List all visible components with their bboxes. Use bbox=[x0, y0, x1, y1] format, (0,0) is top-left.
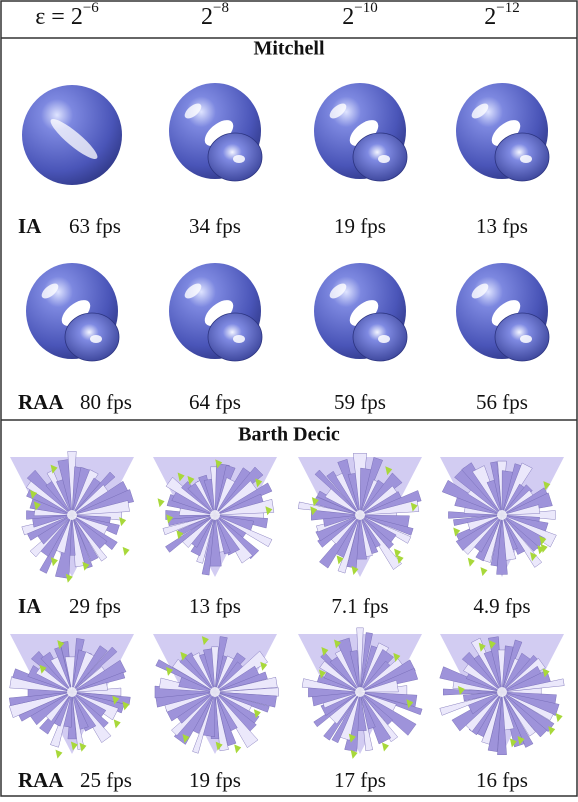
fps-label: 13 fps bbox=[189, 594, 241, 618]
fps-label: 19 fps bbox=[189, 768, 241, 792]
fps-label: 63 fps bbox=[69, 214, 121, 238]
fps-label: 56 fps bbox=[476, 390, 528, 414]
decic-render bbox=[298, 453, 422, 577]
method-label: RAA bbox=[18, 390, 64, 414]
fps-label: 34 fps bbox=[189, 214, 241, 238]
fps-label: 64 fps bbox=[189, 390, 241, 414]
highlight bbox=[210, 687, 220, 697]
header-exponent: −8 bbox=[213, 0, 229, 16]
column-header: 2−10 bbox=[342, 0, 377, 29]
spike-tip bbox=[123, 547, 130, 556]
method-label: IA bbox=[18, 214, 42, 238]
spike-tip bbox=[468, 558, 475, 567]
fps-label: 17 fps bbox=[334, 768, 386, 792]
header-base: 2 bbox=[484, 4, 496, 30]
highlight bbox=[355, 687, 365, 697]
header-base: 2 bbox=[201, 4, 213, 30]
highlight bbox=[67, 687, 77, 697]
column-header: 2−12 bbox=[484, 0, 519, 29]
torus-render bbox=[456, 83, 549, 181]
torus-render bbox=[456, 263, 549, 361]
highlight bbox=[90, 335, 102, 343]
decic-render bbox=[9, 634, 134, 759]
torus-render bbox=[169, 263, 262, 361]
spike-tip bbox=[51, 557, 58, 566]
spike-tip bbox=[119, 517, 126, 526]
highlight bbox=[355, 510, 365, 520]
section-title: Mitchell bbox=[253, 38, 325, 60]
section-title: Barth Decic bbox=[238, 424, 340, 446]
column-header: ε = 2−6 bbox=[35, 0, 99, 29]
spike-tip bbox=[548, 726, 555, 735]
spike-tip bbox=[114, 719, 121, 728]
method-label: IA bbox=[18, 594, 42, 618]
fps-label: 29 fps bbox=[69, 594, 121, 618]
method-label: RAA bbox=[18, 768, 64, 792]
spike-tip bbox=[556, 713, 563, 722]
decic-render bbox=[298, 628, 422, 759]
spike-tip bbox=[382, 743, 389, 752]
header-exponent: −12 bbox=[496, 0, 519, 16]
torus-render bbox=[169, 83, 262, 181]
fps-label: 25 fps bbox=[80, 768, 132, 792]
fps-label: 7.1 fps bbox=[331, 594, 388, 618]
torus-render bbox=[22, 85, 122, 185]
decic-render bbox=[153, 457, 277, 577]
highlight bbox=[520, 155, 532, 163]
decic-render bbox=[10, 451, 134, 582]
fps-label: 59 fps bbox=[334, 390, 386, 414]
header-base: ε = 2 bbox=[35, 4, 83, 30]
highlight bbox=[67, 510, 77, 520]
decic-render bbox=[440, 634, 565, 755]
spike-tip bbox=[480, 567, 487, 576]
figure: ε = 2−62−82−102−12MitchellIA63 fps34 fps… bbox=[0, 0, 578, 797]
highlight bbox=[233, 155, 245, 163]
highlight bbox=[378, 155, 390, 163]
highlight bbox=[210, 510, 220, 520]
column-header: 2−8 bbox=[201, 0, 229, 29]
fps-label: 19 fps bbox=[334, 214, 386, 238]
decic-render bbox=[153, 634, 278, 754]
highlight bbox=[378, 335, 390, 343]
highlight bbox=[497, 510, 507, 520]
fps-label: 4.9 fps bbox=[473, 594, 530, 618]
fps-label: 80 fps bbox=[80, 390, 132, 414]
header-exponent: −6 bbox=[83, 0, 99, 16]
highlight bbox=[520, 335, 532, 343]
fps-label: 13 fps bbox=[476, 214, 528, 238]
decic-render bbox=[440, 457, 564, 577]
torus-render bbox=[314, 263, 407, 361]
spike-tip bbox=[158, 498, 165, 507]
torus-render bbox=[314, 83, 407, 181]
spike-tip bbox=[541, 544, 548, 553]
fps-label: 16 fps bbox=[476, 768, 528, 792]
spike-tip bbox=[55, 750, 62, 759]
highlight bbox=[497, 687, 507, 697]
header-exponent: −10 bbox=[354, 0, 377, 16]
torus-render bbox=[26, 263, 119, 361]
highlight bbox=[233, 335, 245, 343]
spike-tip bbox=[234, 744, 241, 753]
header-base: 2 bbox=[342, 4, 354, 30]
